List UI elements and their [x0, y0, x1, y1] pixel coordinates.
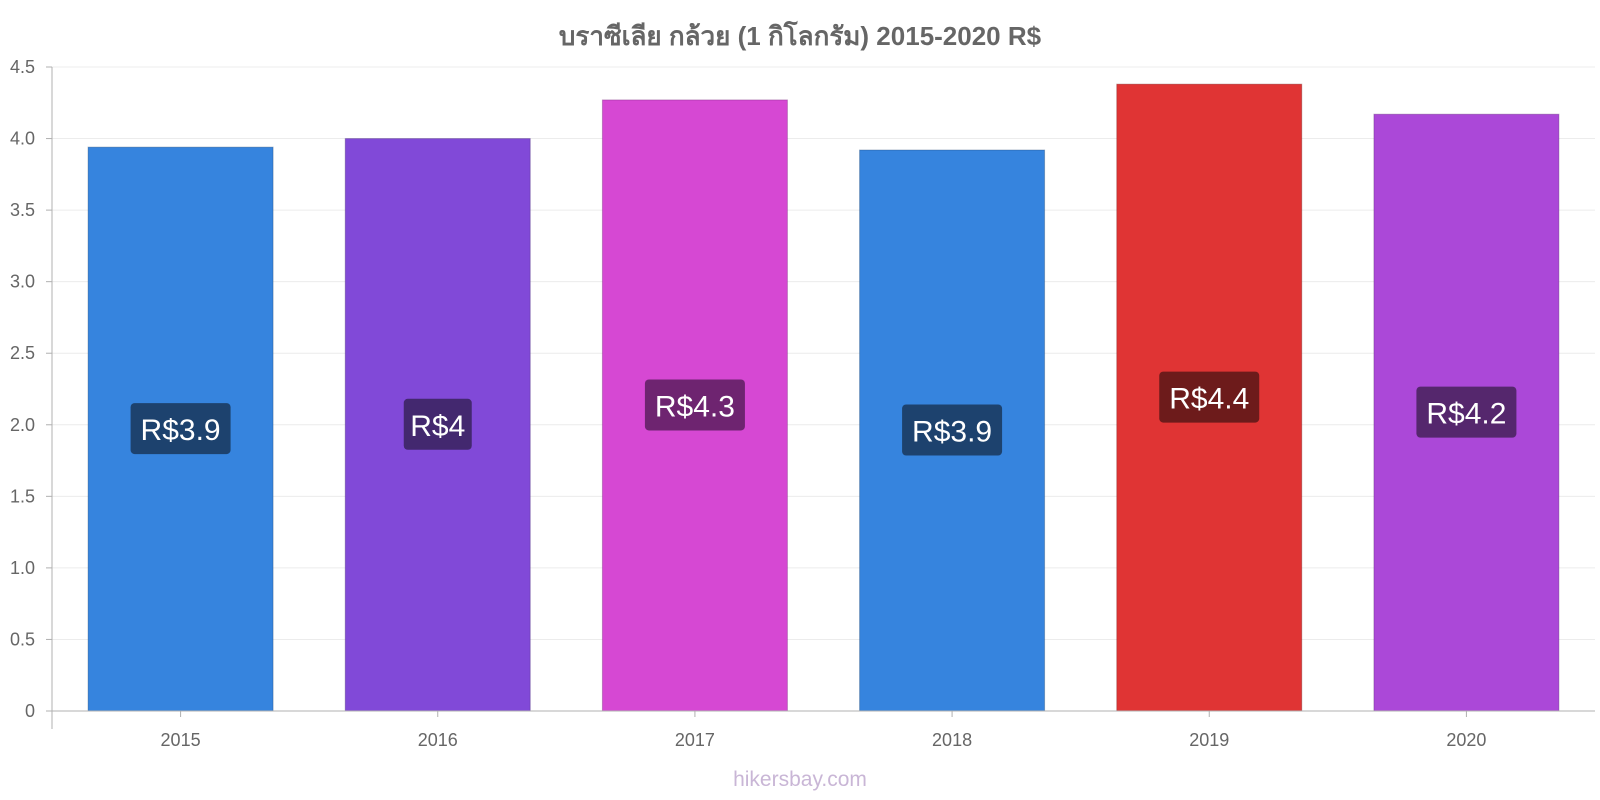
x-tick-label: 2019 — [1189, 730, 1229, 750]
y-tick-label: 3.0 — [10, 272, 35, 292]
y-tick-label: 2.0 — [10, 415, 35, 435]
y-tick-label: 0.5 — [10, 629, 35, 649]
y-tick-label: 3.5 — [10, 200, 35, 220]
value-label: R$4.3 — [655, 390, 735, 423]
y-tick-label: 0 — [25, 701, 35, 721]
value-label-bg — [403, 398, 472, 450]
value-label-bg — [1416, 386, 1517, 438]
value-label: R$4.2 — [1426, 398, 1506, 431]
value-label-bg — [130, 403, 231, 455]
value-label-bg — [644, 379, 745, 431]
y-tick-label: 1.5 — [10, 486, 35, 506]
value-label: R$3.9 — [912, 416, 992, 449]
y-tick-label: 2.5 — [10, 343, 35, 363]
y-tick-label: 1.0 — [10, 558, 35, 578]
gridlines — [52, 66, 1595, 640]
x-axis-ticks: 2015 2016 2017 2018 2019 2020 — [161, 711, 1486, 750]
chart-title: บราซีเลีย กล้วย (1 กิโลกรัม) 2015-2020 R… — [558, 21, 1042, 51]
y-axis-ticks: 0 0.5 1.0 1.5 2.0 2.5 3.0 3.5 4.0 4.5 — [10, 57, 52, 721]
value-label: R$3.9 — [141, 414, 221, 447]
x-tick-label: 2018 — [932, 730, 972, 750]
value-label-bg — [1159, 371, 1260, 423]
value-label: R$4.4 — [1169, 383, 1249, 416]
watermark: hikersbay.com — [733, 768, 867, 791]
y-tick-label: 4.5 — [10, 57, 35, 77]
y-tick-label: 4.0 — [10, 129, 35, 149]
x-tick-label: 2017 — [675, 730, 715, 750]
value-label: R$4 — [410, 410, 465, 443]
axes — [51, 67, 1595, 729]
value-label-bg — [902, 404, 1003, 456]
x-tick-label: 2016 — [418, 730, 458, 750]
bars: R$3.9 R$4 R$4.3 R$3.9 R$4.4 R$4.2 — [87, 83, 1560, 712]
x-tick-label: 2015 — [161, 730, 201, 750]
x-tick-label: 2020 — [1446, 730, 1486, 750]
